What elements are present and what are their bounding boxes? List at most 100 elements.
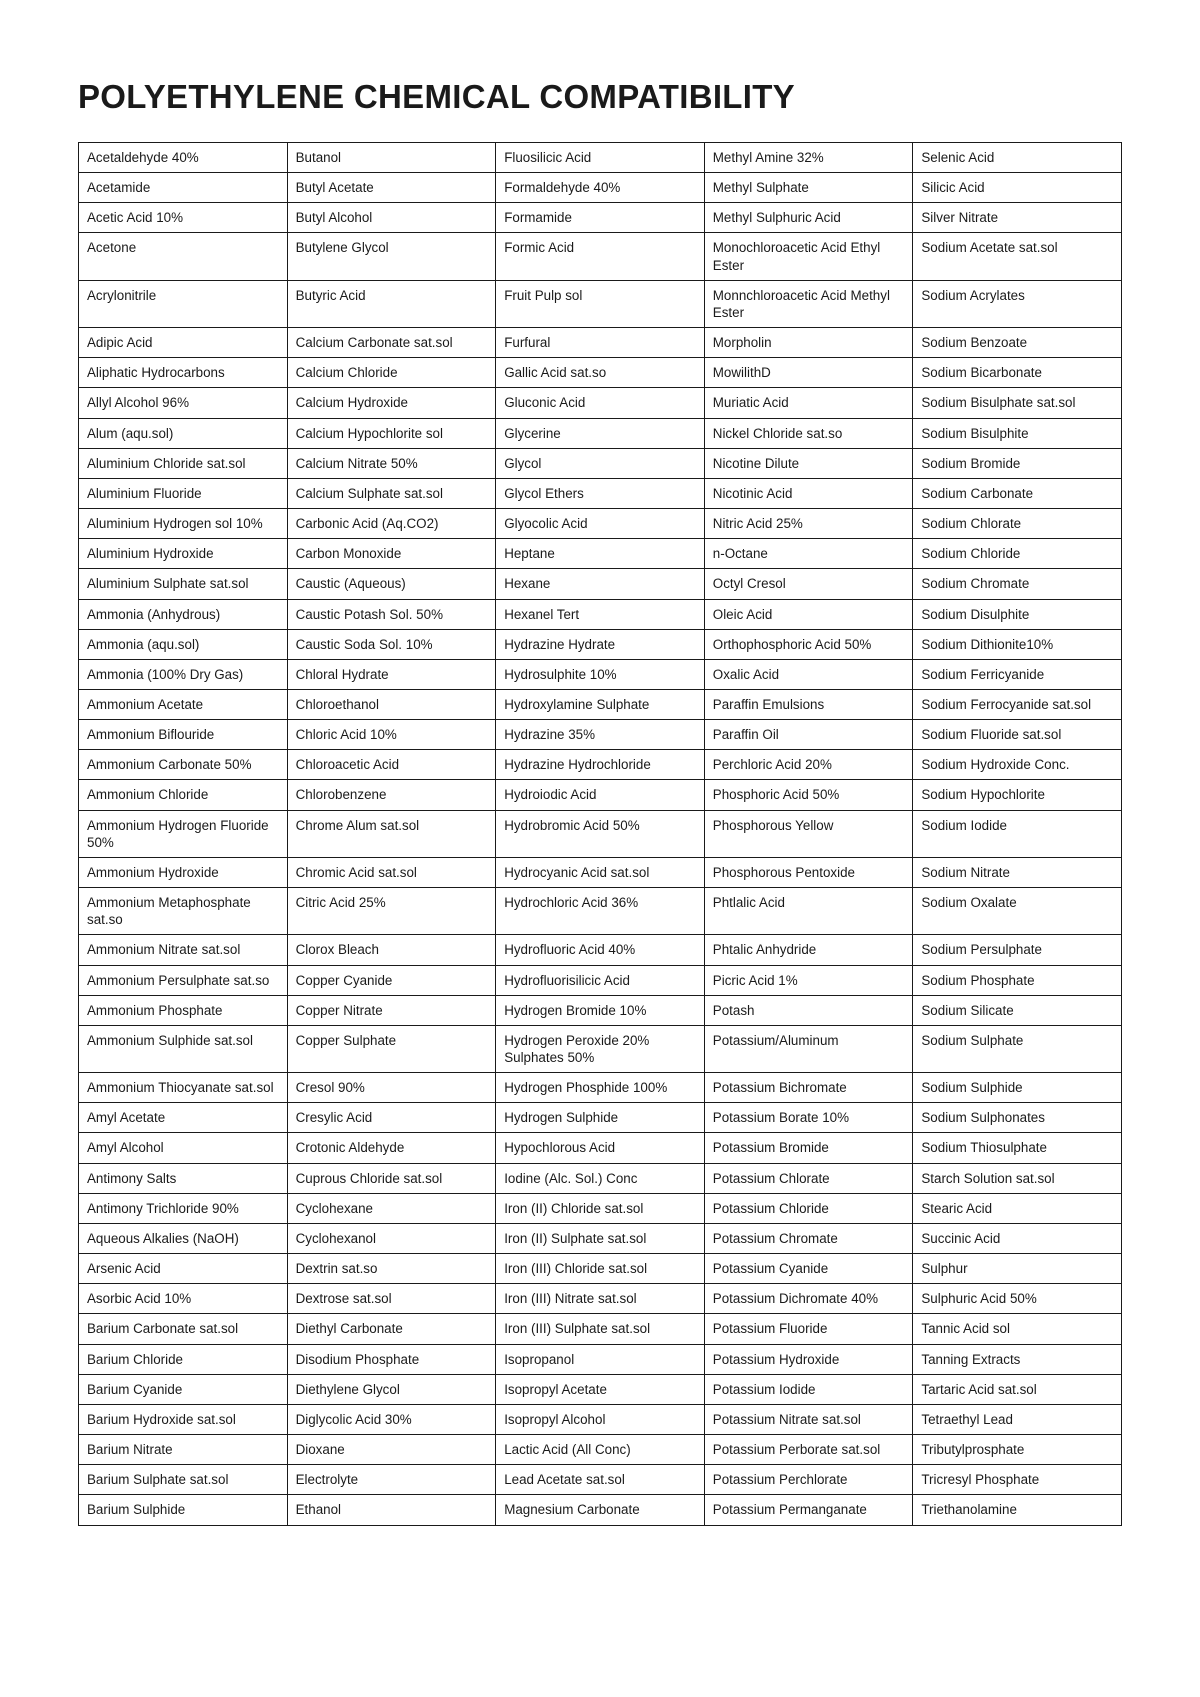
table-row: Aluminium FluorideCalcium Sulphate sat.s… xyxy=(79,478,1122,508)
table-cell: Allyl Alcohol 96% xyxy=(79,388,288,418)
table-row: Ammonium Hydrogen Fluoride 50%Chrome Alu… xyxy=(79,810,1122,857)
table-row: Antimony SaltsCuprous Chloride sat.solIo… xyxy=(79,1163,1122,1193)
table-cell: Morpholin xyxy=(704,328,913,358)
table-cell: Hydrazine Hydrochloride xyxy=(496,750,705,780)
table-cell: Sodium Phosphate xyxy=(913,965,1122,995)
table-cell: Potassium Fluoride xyxy=(704,1314,913,1344)
table-row: Ammonium Carbonate 50%Chloroacetic AcidH… xyxy=(79,750,1122,780)
table-cell: Ammonia (Anhydrous) xyxy=(79,599,288,629)
table-cell: Potassium Chromate xyxy=(704,1223,913,1253)
table-cell: Chromic Acid sat.sol xyxy=(287,857,496,887)
table-row: Ammonia (aqu.sol)Caustic Soda Sol. 10%Hy… xyxy=(79,629,1122,659)
table-cell: Iron (III) Sulphate sat.sol xyxy=(496,1314,705,1344)
table-cell: Monochloroacetic Acid Ethyl Ester xyxy=(704,233,913,280)
table-cell: Adipic Acid xyxy=(79,328,288,358)
table-cell: Cresol 90% xyxy=(287,1073,496,1103)
table-cell: Ammonium Nitrate sat.sol xyxy=(79,935,288,965)
table-cell: Phtlalic Acid xyxy=(704,888,913,935)
table-cell: Sodium Thiosulphate xyxy=(913,1133,1122,1163)
table-cell: Phtalic Anhydride xyxy=(704,935,913,965)
table-cell: Phosphoric Acid 50% xyxy=(704,780,913,810)
table-cell: Chlorobenzene xyxy=(287,780,496,810)
table-row: Arsenic AcidDextrin sat.soIron (III) Chl… xyxy=(79,1254,1122,1284)
table-cell: Paraffin Oil xyxy=(704,720,913,750)
table-cell: Ammonium Acetate xyxy=(79,689,288,719)
table-cell: Ammonia (aqu.sol) xyxy=(79,629,288,659)
table-cell: Tartaric Acid sat.sol xyxy=(913,1374,1122,1404)
table-cell: Butyl Acetate xyxy=(287,173,496,203)
table-row: AcetamideButyl AcetateFormaldehyde 40%Me… xyxy=(79,173,1122,203)
table-cell: Copper Sulphate xyxy=(287,1025,496,1072)
table-cell: Gluconic Acid xyxy=(496,388,705,418)
table-cell: Lead Acetate sat.sol xyxy=(496,1465,705,1495)
table-cell: Methyl Sulphuric Acid xyxy=(704,203,913,233)
table-cell: Glyocolic Acid xyxy=(496,509,705,539)
table-cell: Hydrofluoric Acid 40% xyxy=(496,935,705,965)
table-row: Ammonium PhosphateCopper NitrateHydrogen… xyxy=(79,995,1122,1025)
table-cell: Octyl Cresol xyxy=(704,569,913,599)
document-page: POLYETHYLENE CHEMICAL COMPATIBILITY Acet… xyxy=(0,0,1200,1586)
table-cell: Barium Sulphate sat.sol xyxy=(79,1465,288,1495)
table-cell: Aliphatic Hydrocarbons xyxy=(79,358,288,388)
table-row: Ammonium Thiocyanate sat.solCresol 90%Hy… xyxy=(79,1073,1122,1103)
table-cell: Hydrocyanic Acid sat.sol xyxy=(496,857,705,887)
table-cell: Potassium Perchlorate xyxy=(704,1465,913,1495)
table-cell: Aqueous Alkalies (NaOH) xyxy=(79,1223,288,1253)
table-cell: Isopropanol xyxy=(496,1344,705,1374)
table-cell: Potassium Hydroxide xyxy=(704,1344,913,1374)
table-cell: Sodium Fluoride sat.sol xyxy=(913,720,1122,750)
table-cell: Potassium Cyanide xyxy=(704,1254,913,1284)
table-cell: Ammonia (100% Dry Gas) xyxy=(79,659,288,689)
table-row: Aluminium Sulphate sat.solCaustic (Aqueo… xyxy=(79,569,1122,599)
table-cell: Sodium Acrylates xyxy=(913,280,1122,327)
table-cell: Sodium Bisulphite xyxy=(913,418,1122,448)
table-cell: Arsenic Acid xyxy=(79,1254,288,1284)
table-cell: Sodium Bicarbonate xyxy=(913,358,1122,388)
table-cell: Acetone xyxy=(79,233,288,280)
table-cell: Hydrochloric Acid 36% xyxy=(496,888,705,935)
table-cell: Hexanel Tert xyxy=(496,599,705,629)
table-cell: Methyl Amine 32% xyxy=(704,143,913,173)
table-cell: Sodium Ferricyanide xyxy=(913,659,1122,689)
table-cell: Sodium Dithionite10% xyxy=(913,629,1122,659)
table-cell: Sodium Bisulphate sat.sol xyxy=(913,388,1122,418)
table-cell: Isopropyl Acetate xyxy=(496,1374,705,1404)
table-cell: Iron (II) Chloride sat.sol xyxy=(496,1193,705,1223)
table-cell: Ethanol xyxy=(287,1495,496,1525)
table-row: Aluminium Chloride sat.solCalcium Nitrat… xyxy=(79,448,1122,478)
table-cell: Sodium Benzoate xyxy=(913,328,1122,358)
table-cell: Paraffin Emulsions xyxy=(704,689,913,719)
table-cell: Sodium Chloride xyxy=(913,539,1122,569)
table-cell: Heptane xyxy=(496,539,705,569)
table-cell: Potassium Iodide xyxy=(704,1374,913,1404)
table-row: Barium CyanideDiethylene GlycolIsopropyl… xyxy=(79,1374,1122,1404)
table-cell: Cyclohexanol xyxy=(287,1223,496,1253)
table-cell: Clorox Bleach xyxy=(287,935,496,965)
table-cell: Aluminium Sulphate sat.sol xyxy=(79,569,288,599)
table-cell: Hydrofluorisilicic Acid xyxy=(496,965,705,995)
table-cell: Hexane xyxy=(496,569,705,599)
table-cell: Sulphur xyxy=(913,1254,1122,1284)
table-cell: Hydrogen Phosphide 100% xyxy=(496,1073,705,1103)
table-row: Barium Carbonate sat.solDiethyl Carbonat… xyxy=(79,1314,1122,1344)
table-row: Ammonium Sulphide sat.solCopper Sulphate… xyxy=(79,1025,1122,1072)
table-row: Ammonia (Anhydrous)Caustic Potash Sol. 5… xyxy=(79,599,1122,629)
table-cell: Antimony Salts xyxy=(79,1163,288,1193)
table-cell: Potassium Bichromate xyxy=(704,1073,913,1103)
table-cell: Hydrogen Bromide 10% xyxy=(496,995,705,1025)
table-cell: Sodium Silicate xyxy=(913,995,1122,1025)
table-cell: Butyric Acid xyxy=(287,280,496,327)
table-cell: Barium Nitrate xyxy=(79,1435,288,1465)
table-cell: Barium Chloride xyxy=(79,1344,288,1374)
table-cell: Dioxane xyxy=(287,1435,496,1465)
table-cell: Potassium Bromide xyxy=(704,1133,913,1163)
table-cell: Glycerine xyxy=(496,418,705,448)
table-cell: Nicotine Dilute xyxy=(704,448,913,478)
table-cell: Citric Acid 25% xyxy=(287,888,496,935)
table-row: Barium SulphideEthanolMagnesium Carbonat… xyxy=(79,1495,1122,1525)
table-cell: Hydroiodic Acid xyxy=(496,780,705,810)
table-row: Barium NitrateDioxaneLactic Acid (All Co… xyxy=(79,1435,1122,1465)
table-cell: Nitric Acid 25% xyxy=(704,509,913,539)
table-cell: Potassium Permanganate xyxy=(704,1495,913,1525)
table-row: Aqueous Alkalies (NaOH)CyclohexanolIron … xyxy=(79,1223,1122,1253)
